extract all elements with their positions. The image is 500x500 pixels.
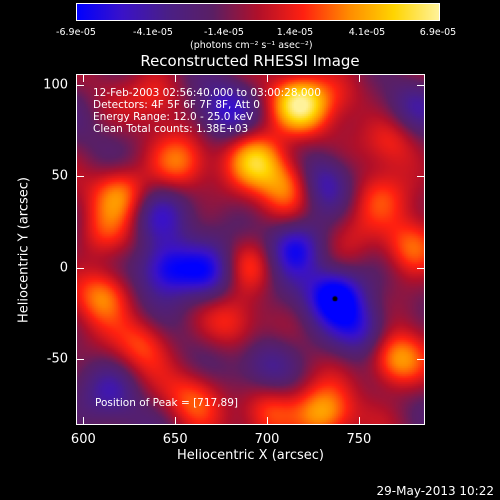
x-tick-mark: [83, 74, 85, 82]
y-tick-mark: [417, 267, 425, 269]
annotation-energy-range: Energy Range: 12.0 - 25.0 keV: [93, 111, 254, 123]
annotation-counts: Clean Total counts: 1.38E+03: [93, 123, 249, 135]
x-tick-mark: [175, 74, 177, 82]
colorbar-tick: -1.4e-05: [204, 27, 244, 38]
y-tick-label: 50: [51, 168, 68, 184]
x-tick-label: 650: [162, 432, 188, 447]
x-tick-mark: [267, 74, 269, 82]
y-tick-label: -50: [46, 351, 68, 367]
y-tick-mark: [417, 359, 425, 361]
heatmap-image: [76, 74, 425, 425]
colorbar-unit-label: (photons cm⁻² s⁻¹ asec⁻²): [190, 40, 313, 51]
y-tick-mark: [76, 359, 84, 361]
x-tick-label: 600: [70, 432, 96, 447]
colorbar-tick: -6.9e-05: [56, 27, 96, 38]
colorbar: [76, 3, 440, 21]
x-tick-mark: [267, 417, 269, 425]
y-tick-mark: [417, 176, 425, 178]
y-tick-mark: [76, 176, 84, 178]
colorbar-tick: 4.1e-05: [348, 27, 386, 38]
x-tick-mark: [358, 74, 360, 82]
x-axis-label: Heliocentric X (arcsec): [177, 448, 324, 463]
annotation-detectors: Detectors: 4F 5F 6F 7F 8F, Att 0: [93, 99, 260, 111]
y-tick-label: 100: [43, 77, 68, 93]
chart-title: Reconstructed RHESSI Image: [140, 52, 360, 70]
colorbar-tick: 1.4e-05: [276, 27, 314, 38]
y-axis-label: Heliocentric Y (arcsec): [16, 177, 32, 323]
x-tick-mark: [358, 417, 360, 425]
y-tick-mark: [76, 84, 84, 86]
x-tick-label: 700: [254, 432, 280, 447]
timestamp: 29-May-2013 10:22: [376, 484, 494, 498]
y-tick-mark: [76, 267, 84, 269]
x-tick-label: 750: [346, 432, 372, 447]
x-tick-mark: [175, 417, 177, 425]
y-tick-mark: [417, 84, 425, 86]
colorbar-tick: -4.1e-05: [133, 27, 173, 38]
peak-position-label: Position of Peak = [717,89]: [95, 397, 239, 409]
x-tick-mark: [83, 417, 85, 425]
annotation-time-range: 12-Feb-2003 02:56:40.000 to 03:00:28.000: [93, 87, 321, 99]
colorbar-tick: 6.9e-05: [419, 27, 457, 38]
y-tick-label: 0: [59, 260, 68, 276]
